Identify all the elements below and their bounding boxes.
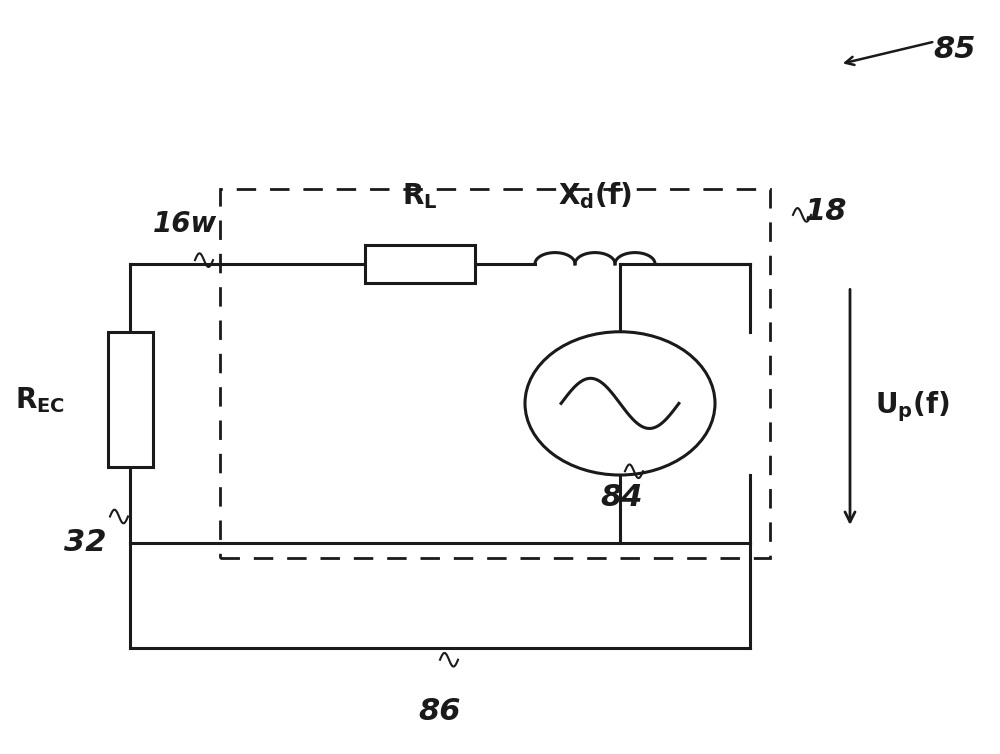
Text: 32: 32 [64, 528, 106, 556]
Circle shape [525, 332, 715, 475]
Text: 85: 85 [934, 35, 976, 63]
Text: $\mathbf{U_p(f)}$: $\mathbf{U_p(f)}$ [875, 390, 950, 425]
Text: 18: 18 [805, 197, 848, 225]
Text: 16w: 16w [153, 210, 217, 238]
Text: $\mathbf{R_L}$: $\mathbf{R_L}$ [402, 181, 438, 211]
Text: 84: 84 [600, 483, 642, 511]
Bar [365, 245, 475, 283]
Text: $\mathbf{X_d(f)}$: $\mathbf{X_d(f)}$ [558, 180, 632, 211]
Text: 86: 86 [419, 697, 461, 726]
Bar [108, 332, 153, 467]
Text: $\mathbf{R_{EC}}$: $\mathbf{R_{EC}}$ [15, 385, 65, 415]
